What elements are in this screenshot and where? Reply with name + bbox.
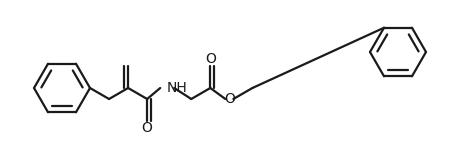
Text: NH: NH: [166, 81, 187, 95]
Text: O: O: [205, 52, 216, 66]
Text: O: O: [224, 92, 235, 106]
Text: O: O: [142, 121, 153, 135]
